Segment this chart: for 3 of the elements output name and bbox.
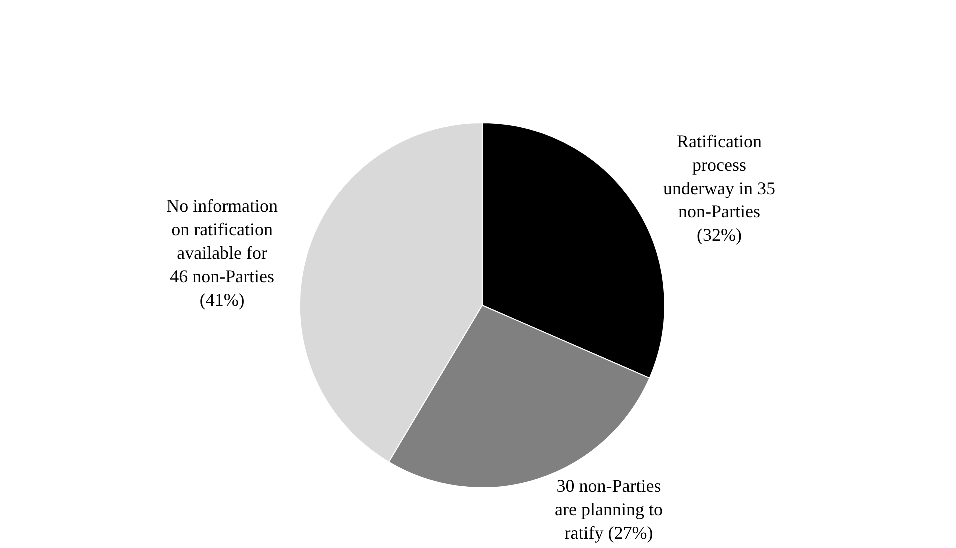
slice-label: 30 non-Parties are planning to ratify (27%) — [555, 476, 663, 543]
slice-label: No information on ratification available for 46 non-Parties (41%) — [166, 196, 278, 310]
slice-label: Ratification process underway in 35 non-Parties (32%) — [663, 132, 776, 246]
